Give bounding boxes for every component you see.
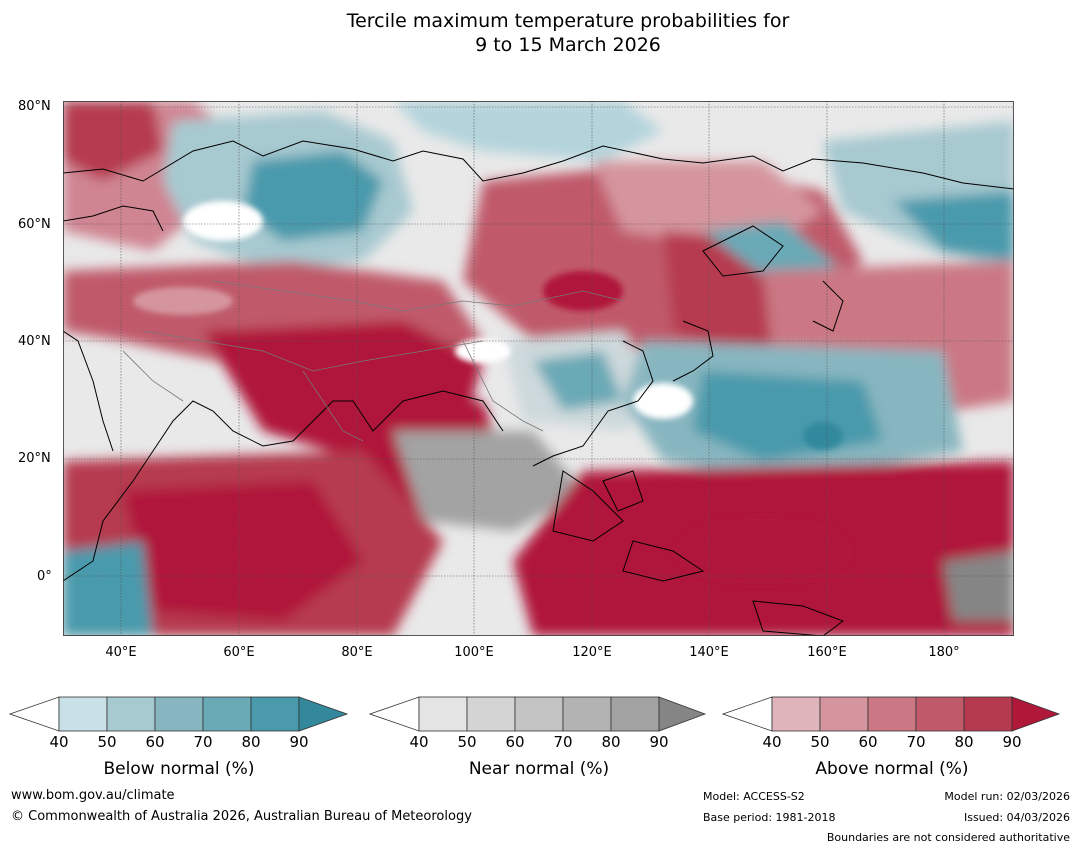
lon-label-80e: 80°E [341, 645, 373, 660]
issued-date: Issued: 04/03/2026 [963, 811, 1070, 824]
colorbar-below-segment [250, 696, 300, 732]
colorbar-above-normal [722, 696, 1061, 732]
tick-label: 50 [97, 733, 117, 751]
tick-label: 70 [906, 733, 926, 751]
coastlines [63, 140, 1014, 636]
map-title-line2: 9 to 15 March 2026 [475, 34, 661, 56]
lon-label-180: 180° [928, 645, 960, 660]
colorbar-below-segment [202, 696, 252, 732]
model-name: Model: ACCESS-S2 [703, 790, 805, 803]
colorbar-near-segment [466, 696, 516, 732]
tick-label: 90 [289, 733, 309, 751]
lon-label-60e: 60°E [223, 645, 255, 660]
colorbar-near-segment [369, 696, 420, 732]
lat-label-40n: 40°N [18, 334, 51, 349]
lon-label-100e: 100°E [454, 645, 494, 660]
lat-label-20n: 20°N [18, 451, 51, 466]
tick-label: 90 [1002, 733, 1022, 751]
tick-label: 40 [762, 733, 782, 751]
tick-label: 60 [145, 733, 165, 751]
map-title-line1: Tercile maximum temperature probabilitie… [346, 10, 790, 32]
colorbar-near-segment [418, 696, 468, 732]
colorbar-near-segment [514, 696, 564, 732]
tick-label: 40 [49, 733, 69, 751]
colorbar-below-segment [9, 696, 60, 732]
colorbar-below-segment [106, 696, 156, 732]
colorbar-near-segment [610, 696, 660, 732]
colorbar-near-segment [562, 696, 612, 732]
colorbar-below-segment [58, 696, 108, 732]
colorbar-above-segment [1011, 696, 1061, 732]
probability-field [63, 101, 1014, 636]
colorbar-below-normal [9, 696, 349, 732]
colorbar-above-segment [771, 696, 821, 732]
colorbar-near-caption: Near normal (%) [468, 759, 610, 779]
lon-label-40e: 40°E [105, 645, 137, 660]
tick-label: 50 [457, 733, 477, 751]
probability-map [63, 101, 1014, 636]
colorbar-below-segment [298, 696, 349, 732]
colorbar-below-caption: Below normal (%) [103, 759, 255, 779]
lat-label-80n: 80°N [18, 99, 51, 114]
boundaries-disclaimer: Boundaries are not considered authoritat… [826, 831, 1070, 844]
tick-label: 70 [193, 733, 213, 751]
tick-label: 70 [553, 733, 573, 751]
colorbar-above-segment [722, 696, 773, 732]
colorbar-below-segment [154, 696, 204, 732]
tick-label: 90 [649, 733, 669, 751]
tick-label: 80 [241, 733, 261, 751]
tick-label: 60 [505, 733, 525, 751]
base-period: Base period: 1981-2018 [703, 811, 836, 824]
website-link[interactable]: www.bom.gov.au/climate [11, 788, 175, 803]
model-run-date: Model run: 02/03/2026 [944, 790, 1070, 803]
copyright-text: © Commonwealth of Australia 2026, Austra… [11, 809, 472, 824]
colorbar-above-segment [915, 696, 965, 732]
colorbar-above-segment [819, 696, 869, 732]
colorbar-near-normal [369, 696, 707, 732]
map-border [63, 101, 1014, 636]
tick-label: 80 [601, 733, 621, 751]
tick-label: 60 [858, 733, 878, 751]
tick-label: 80 [954, 733, 974, 751]
graticule [63, 101, 1014, 636]
map-title: Tercile maximum temperature probabilitie… [0, 9, 1081, 57]
colorbar-near-segment [658, 696, 707, 732]
colorbar-above-segment [963, 696, 1013, 732]
lon-label-120e: 120°E [572, 645, 612, 660]
colorbar-above-segment [867, 696, 917, 732]
tick-label: 50 [810, 733, 830, 751]
tick-label: 40 [409, 733, 429, 751]
lon-label-140e: 140°E [689, 645, 729, 660]
lon-label-160e: 160°E [807, 645, 847, 660]
lat-label-equator: 0° [37, 569, 52, 584]
country-boundaries [122, 280, 624, 442]
lat-label-60n: 60°N [18, 217, 51, 232]
colorbar-above-caption: Above normal (%) [815, 759, 969, 779]
map-svg [63, 101, 1014, 636]
